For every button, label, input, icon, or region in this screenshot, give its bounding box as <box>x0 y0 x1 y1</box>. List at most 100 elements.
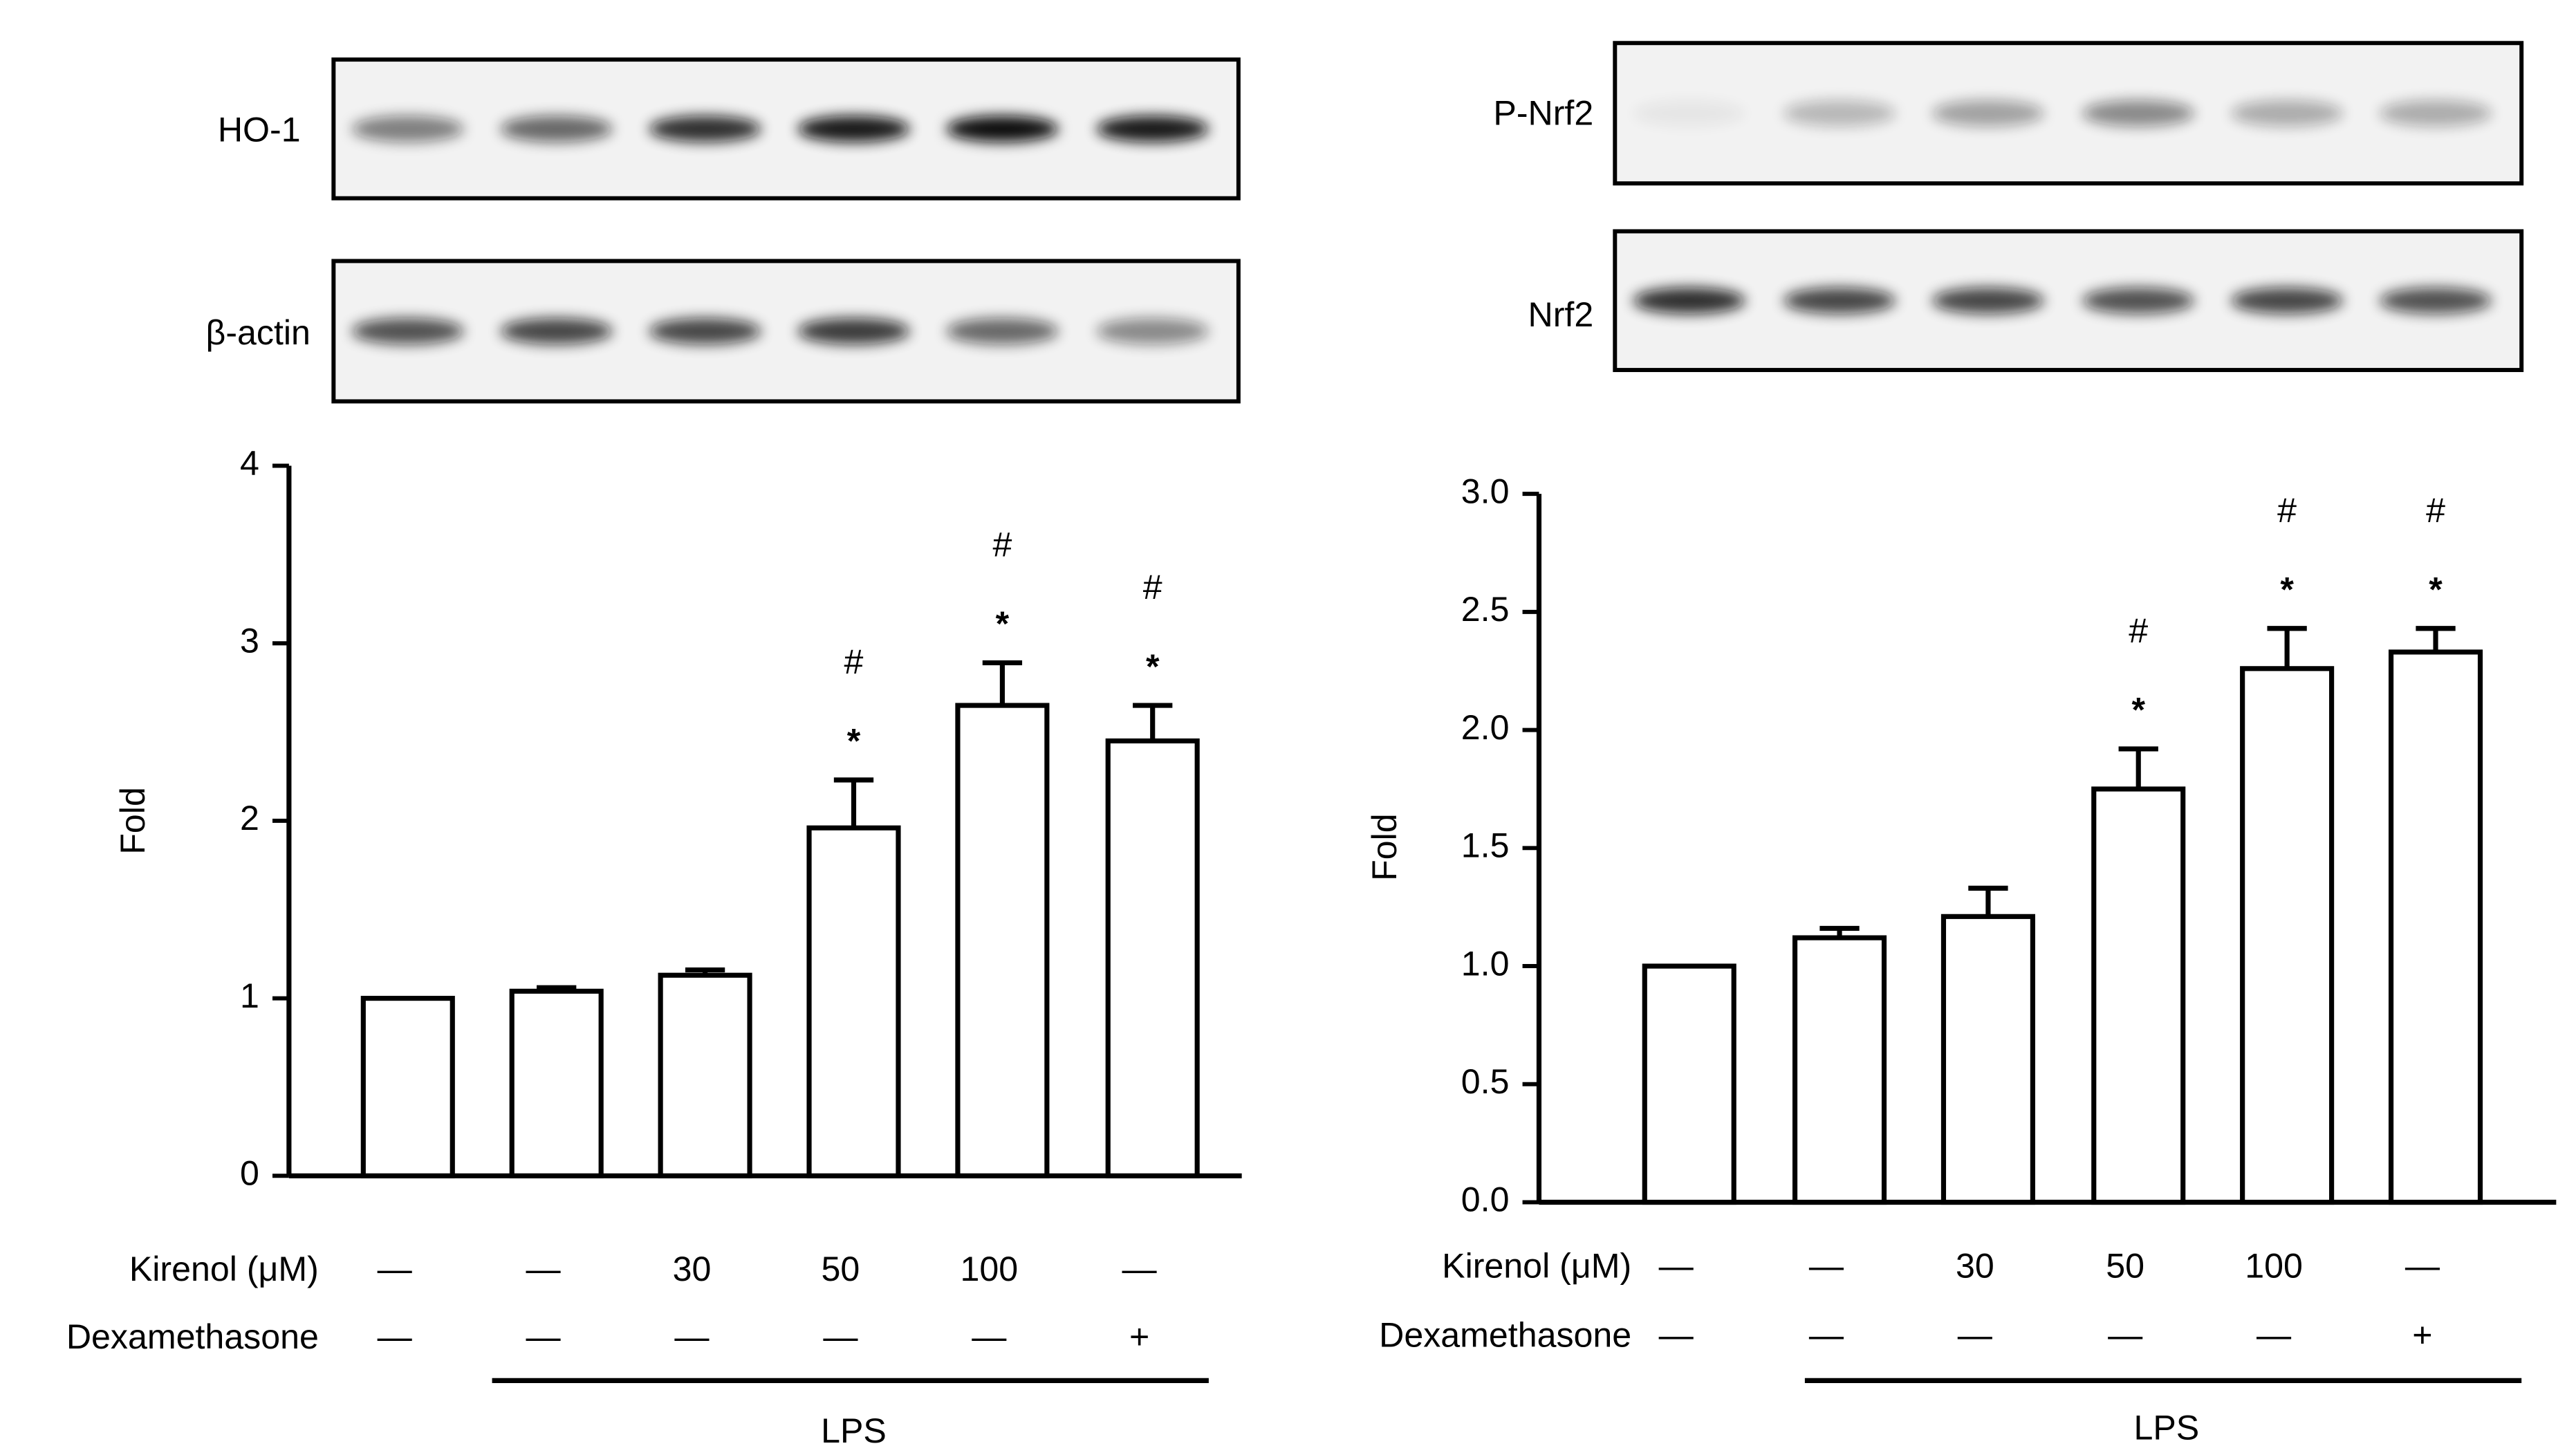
y-tick-label: 2.5 <box>1461 590 1510 629</box>
blot-label: HO-1 <box>218 110 301 149</box>
treatment-value: — <box>1809 1246 1844 1285</box>
treatment-name: Kirenol (μM) <box>129 1250 319 1288</box>
blot-band <box>2379 100 2492 127</box>
bar <box>1940 914 2035 1205</box>
blot-label: β-actin <box>206 313 311 352</box>
treatment-value: — <box>2405 1246 2440 1285</box>
bar <box>1792 935 1887 1205</box>
treatment-value: 50 <box>2106 1246 2144 1285</box>
y-tick-label: 1.5 <box>1461 826 1510 865</box>
blot-frame <box>1613 229 2524 373</box>
y-tick-label: 2 <box>240 799 259 837</box>
y-tick-label: 3 <box>240 621 259 660</box>
y-tick-label: 1.0 <box>1461 944 1510 983</box>
treatment-value: — <box>674 1317 710 1356</box>
significance-star: * <box>2429 570 2443 609</box>
blot-band <box>1931 100 2045 127</box>
significance-hash: # <box>992 526 1012 564</box>
blot-band <box>351 317 464 345</box>
treatment-value: — <box>2257 1316 2292 1355</box>
bar <box>955 703 1050 1178</box>
bar <box>2388 649 2483 1205</box>
y-axis-label: Fold <box>113 787 152 855</box>
blot-band <box>1096 317 1209 345</box>
blot-band <box>1783 287 1896 314</box>
blot-band <box>2082 287 2195 314</box>
treatment-value: — <box>1659 1246 1694 1285</box>
y-tick-label: 0.0 <box>1461 1180 1510 1219</box>
y-tick-label: 1 <box>240 976 259 1015</box>
y-axis-label: Fold <box>1365 813 1404 881</box>
treatment-value: 100 <box>960 1250 1018 1288</box>
blot-band <box>351 115 464 142</box>
bar <box>658 972 752 1178</box>
blot-band <box>2230 100 2344 127</box>
bar <box>1642 963 1736 1205</box>
treatment-value: — <box>378 1317 413 1356</box>
treatment-value: — <box>378 1250 413 1288</box>
treatment-name: Dexamethasone <box>1379 1316 1631 1355</box>
group-label: LPS <box>2133 1408 2199 1447</box>
blot-band <box>1783 100 1896 127</box>
y-tick-label: 2.0 <box>1461 708 1510 747</box>
blot-band <box>2379 287 2492 314</box>
blot-frame <box>331 259 1241 404</box>
blot-band <box>1633 100 1745 127</box>
significance-hash: # <box>2426 491 2445 530</box>
treatment-value: — <box>526 1317 562 1356</box>
blot-band <box>1931 287 2045 314</box>
bar <box>2240 666 2335 1205</box>
bar <box>806 825 901 1178</box>
significance-star: * <box>2280 570 2294 609</box>
blot-band <box>500 317 613 345</box>
treatment-value: — <box>526 1250 562 1288</box>
blot-band <box>1096 115 1209 142</box>
blot-label: P-Nrf2 <box>1493 94 1593 133</box>
treatment-value: 30 <box>673 1250 712 1288</box>
significance-star: * <box>996 604 1010 643</box>
blot-frame <box>1613 41 2524 186</box>
blot-band <box>1633 287 1745 314</box>
blot-label: Nrf2 <box>1528 295 1594 334</box>
significance-hash: # <box>1143 568 1162 606</box>
blot-band <box>2230 287 2344 314</box>
significance-hash: # <box>2129 611 2148 650</box>
treatment-value: + <box>2412 1316 2432 1355</box>
bar <box>2091 786 2186 1205</box>
treatment-value: + <box>1129 1317 1149 1356</box>
blot-band <box>946 115 1059 142</box>
y-tick-label: 0 <box>240 1154 259 1193</box>
treatment-value: — <box>972 1317 1007 1356</box>
blot-band <box>649 115 761 142</box>
y-tick-label: 3.0 <box>1461 472 1510 510</box>
treatment-name: Kirenol (μM) <box>1442 1246 1631 1285</box>
blot-band <box>500 115 613 142</box>
significance-star: * <box>2131 691 2145 730</box>
significance-hash: # <box>2277 491 2297 530</box>
significance-star: * <box>1146 647 1160 686</box>
blot-band <box>946 317 1059 345</box>
bar <box>509 988 604 1178</box>
treatment-value: — <box>2108 1316 2143 1355</box>
y-tick-label: 4 <box>240 444 259 483</box>
treatment-value: 50 <box>822 1250 860 1288</box>
significance-hash: # <box>844 642 864 681</box>
treatment-value: — <box>823 1317 858 1356</box>
treatment-value: — <box>1659 1316 1694 1355</box>
blot-band <box>2082 100 2195 127</box>
group-label: LPS <box>821 1411 887 1450</box>
bar <box>1105 738 1200 1178</box>
blot-frame <box>331 57 1241 201</box>
blot-band <box>649 317 761 345</box>
y-tick-label: 0.5 <box>1461 1062 1510 1101</box>
treatment-value: 30 <box>1956 1246 1994 1285</box>
treatment-name: Dexamethasone <box>66 1317 319 1356</box>
treatment-value: — <box>1809 1316 1844 1355</box>
significance-star: * <box>847 722 861 761</box>
treatment-value: — <box>1958 1316 1993 1355</box>
bar <box>360 996 455 1178</box>
treatment-value: — <box>1122 1250 1158 1288</box>
treatment-value: 100 <box>2245 1246 2303 1285</box>
blot-band <box>797 115 910 142</box>
